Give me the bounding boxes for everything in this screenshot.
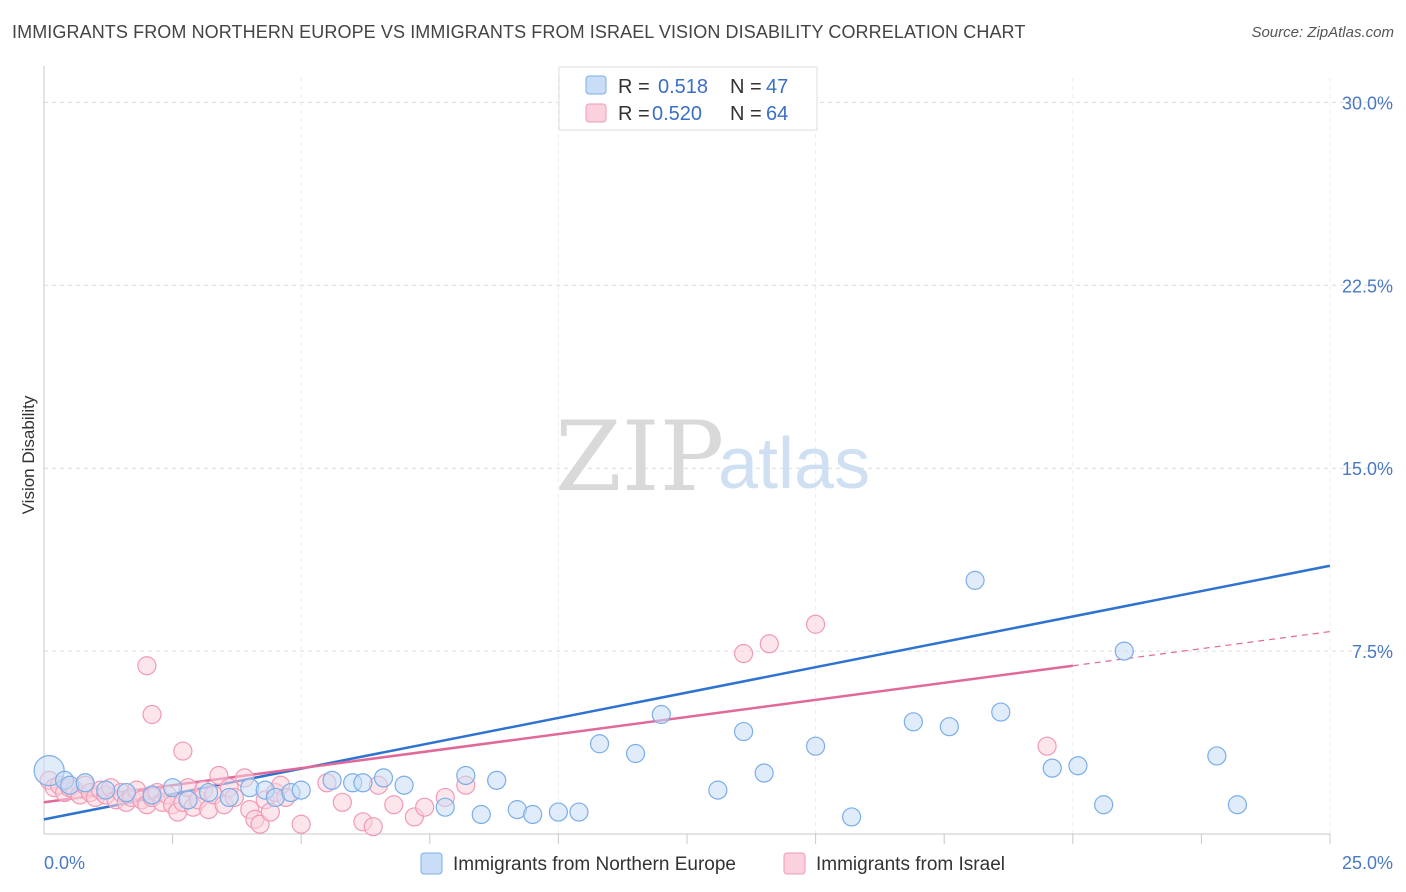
northern-europe-point (569, 802, 589, 822)
northern-europe-point (708, 780, 728, 800)
y-axis-label: Vision Disability (19, 395, 38, 514)
israel-point (733, 643, 754, 664)
y-tick-label: 30.0% (1342, 93, 1393, 113)
northern-europe-point (487, 770, 507, 790)
northern-europe-point (116, 782, 136, 803)
northern-europe-point (548, 802, 569, 822)
stats-legend-n-label-2: N = (730, 103, 762, 125)
y-tick-labels: 7.5% 15.0% 22.5% 30.0% (1342, 93, 1393, 662)
y-tick-label: 15.0% (1342, 459, 1393, 479)
stats-legend-n-label-1: N = (730, 76, 762, 98)
northern-europe-point (322, 770, 342, 790)
northern-europe-point (625, 743, 646, 764)
northern-europe-point (754, 763, 774, 783)
stats-legend-swatch-blue (585, 75, 607, 95)
northern-europe-point (733, 721, 754, 742)
israel-point (173, 741, 193, 761)
x-tick-labels: 0.0% 25.0% (44, 853, 1393, 873)
israel-point (759, 634, 779, 654)
trendline-northern-europe (43, 564, 1331, 821)
northern-europe-point (589, 734, 610, 754)
y-tick-label: 7.5% (1352, 642, 1393, 662)
stats-legend-r-value-1: 0.518 (658, 76, 708, 98)
israel-point (209, 765, 229, 786)
northern-europe-point (805, 736, 826, 756)
northern-europe-point (373, 768, 394, 788)
series-legend-label-northern-europe: Immigrants from Northern Europe (453, 854, 736, 875)
stats-legend-n-value-2: 64 (766, 103, 788, 125)
chart-source: Source: ZipAtlas.com (1251, 24, 1394, 41)
israel-point (142, 704, 162, 725)
watermark-atlas: atlas (718, 424, 870, 504)
series-legend-swatch-northern-europe (420, 852, 443, 875)
northern-europe-point (291, 780, 311, 800)
stats-legend-r-label-2: R = (618, 103, 650, 125)
x-tick-label-min: 0.0% (44, 853, 85, 873)
northern-europe-point (96, 780, 116, 800)
northern-europe-point (75, 773, 95, 793)
northern-europe-point (456, 765, 476, 786)
northern-europe-point (903, 712, 923, 732)
northern-europe-point (1207, 746, 1227, 766)
israel-point (415, 797, 435, 817)
x-tick-label-max: 25.0% (1342, 853, 1393, 873)
northern-europe-point (1068, 756, 1088, 776)
northern-europe-point (394, 775, 414, 795)
series-legend: Immigrants from Northern Europe Immigran… (420, 852, 1005, 875)
northern-europe-point (651, 704, 671, 725)
northern-europe-point (142, 785, 162, 805)
northern-europe-point (353, 773, 373, 793)
israel-point (384, 795, 404, 815)
israel-point (332, 792, 352, 812)
watermark: ZIP atlas (555, 401, 870, 513)
northern-europe-point (435, 797, 455, 817)
northern-europe-point (163, 778, 183, 798)
israel-point (1037, 736, 1057, 756)
stats-legend-r-label-1: R = (618, 76, 650, 98)
northern-europe-point (939, 717, 959, 737)
stats-legend-r-value-2: 0.520 (652, 103, 702, 125)
israel-point (250, 814, 270, 834)
israel-point (363, 817, 383, 837)
northern-europe-point (842, 807, 862, 827)
stats-legend: R = 0.518 N = 47 R = 0.520 N = 64 (558, 66, 818, 131)
israel-point (805, 614, 826, 634)
northern-europe-point (1042, 758, 1062, 778)
northern-europe-point (1094, 795, 1114, 815)
stats-legend-swatch-pink (585, 103, 607, 123)
points-northern-europe-front (33, 570, 1248, 827)
y-tick-label: 22.5% (1342, 276, 1393, 296)
northern-europe-point (523, 804, 543, 825)
northern-europe-point (965, 570, 985, 590)
series-legend-label-israel: Immigrants from Israel (816, 854, 1005, 875)
watermark-zip: ZIP (555, 401, 724, 513)
northern-europe-point (991, 702, 1011, 722)
northern-europe-point (199, 782, 219, 803)
israel-point (291, 814, 311, 834)
axes (43, 66, 1331, 844)
northern-europe-point (1227, 795, 1248, 815)
trendline-israel-extension (1072, 630, 1331, 667)
stats-legend-n-value-1: 47 (766, 76, 788, 98)
northern-europe-point (471, 804, 491, 825)
israel-point (137, 656, 157, 676)
series-legend-swatch-israel (783, 852, 806, 875)
northern-europe-point (1114, 641, 1134, 661)
northern-europe-point (178, 790, 198, 810)
northern-europe-point (219, 787, 239, 808)
chart-title: IMMIGRANTS FROM NORTHERN EUROPE VS IMMIG… (12, 22, 1026, 42)
